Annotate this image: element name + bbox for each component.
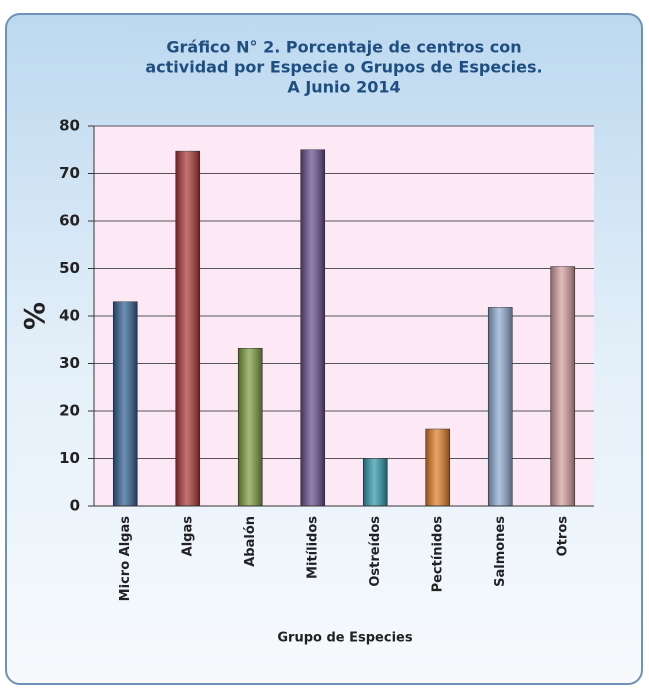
x-axis-label: Grupo de Especies [277,631,412,646]
bar-shine [550,266,575,506]
chart-title: Gráfico N° 2. Porcentaje de centros con [166,38,521,57]
x-tick-label: Abalón [243,516,258,567]
bar-shine [425,429,450,506]
bar-shine [113,301,138,506]
x-tick-label: Ostreídos [368,516,383,587]
bar-shine [488,307,513,506]
bar-shine [175,151,200,507]
y-tick-label: 70 [59,164,80,182]
bar-shine [238,348,263,506]
bar-shine [300,149,325,506]
y-tick-label: 30 [59,354,80,372]
y-tick-label: 10 [59,449,80,467]
x-tick-label: Micro Algas [118,516,133,602]
y-tick-label: 80 [59,117,80,135]
y-tick-label: 40 [59,307,80,325]
y-tick-label: 60 [59,212,80,230]
y-tick-label: 20 [59,402,80,420]
x-tick-label: Otros [555,516,570,557]
y-axis-label: % [18,302,51,330]
chart-title: actividad por Especie o Grupos de Especi… [145,58,542,77]
x-tick-label: Mitílidos [305,516,320,579]
x-tick-label: Pectínidos [430,516,445,593]
x-tick-label: Salmones [493,516,508,587]
chart-title: A Junio 2014 [287,78,400,97]
x-tick-label: Algas [180,516,195,557]
y-tick-label: 0 [70,497,80,515]
bar-shine [363,458,388,506]
y-tick-label: 50 [59,259,80,277]
